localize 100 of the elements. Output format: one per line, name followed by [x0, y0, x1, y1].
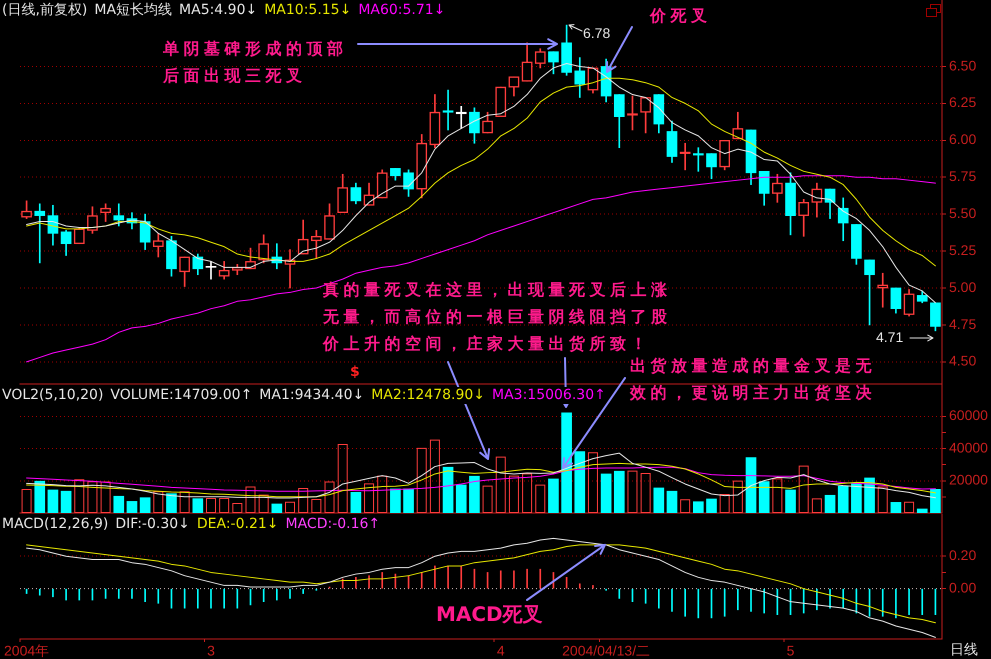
x-tick-label: 5 — [786, 642, 795, 658]
bar — [324, 482, 335, 513]
x-tick-label: 2004年 — [4, 642, 50, 658]
chart-subtitle: VOLUME:14709.00↑ — [110, 387, 252, 404]
text: MA60:5.71↓ — [358, 2, 446, 19]
bar — [456, 484, 467, 513]
annotation: 4.71 — [876, 329, 904, 345]
text: DEA:-0.21↓ — [196, 516, 279, 533]
bar — [706, 498, 717, 513]
bar — [350, 492, 362, 513]
bar — [430, 440, 440, 513]
bar — [100, 482, 111, 513]
bar — [851, 484, 862, 513]
annotation: 真的量死叉在这里，出现量死叉后上涨无量，而高位的一根巨量阴线阻挡了股价上升的空间，庄家大量出货所致！ — [323, 279, 672, 355]
bar — [890, 502, 902, 513]
bar — [838, 486, 849, 513]
bar — [864, 478, 875, 513]
y-tick-label: 6.25 — [949, 94, 976, 110]
bar — [206, 498, 216, 513]
bar — [482, 486, 493, 513]
bar — [140, 497, 150, 513]
bar — [48, 490, 58, 513]
bar — [640, 473, 651, 513]
bar — [600, 474, 612, 513]
y-tick-label: 5.25 — [949, 242, 976, 258]
text: MA2:12478.90↓ — [371, 387, 486, 404]
x-tick-label: 4 — [496, 642, 505, 658]
y-tick-label: 0.20 — [949, 547, 976, 564]
bar — [666, 490, 678, 513]
bar — [34, 480, 46, 513]
bar — [916, 508, 928, 513]
y-tick-label: 5.00 — [949, 278, 976, 295]
y-tick-label: 20000 — [949, 472, 988, 488]
y-tick-label: 5.75 — [949, 168, 976, 184]
y-tick-label: 5.50 — [949, 205, 976, 222]
bar — [588, 452, 598, 513]
annotation: 6.78 — [583, 25, 610, 41]
bar — [285, 502, 296, 513]
bar — [812, 498, 822, 513]
candlestick — [442, 90, 454, 130]
y-tick-label: 6.50 — [949, 57, 976, 74]
bar — [87, 481, 98, 513]
y-tick-label: 4.50 — [949, 352, 976, 369]
chart-subtitle: MACD:-0.16↑ — [286, 516, 380, 533]
annotation: $ — [350, 364, 360, 380]
bar — [113, 496, 124, 513]
bar — [390, 488, 401, 513]
bar — [561, 412, 572, 513]
bar — [298, 488, 308, 513]
chart-title: MACD(12,26,9) — [2, 516, 108, 533]
bar — [680, 499, 690, 513]
chart-title: VOL2(5,10,20) — [2, 387, 104, 404]
bar — [166, 493, 177, 513]
text: MA1:9434.40↓ — [259, 387, 364, 404]
bar — [627, 470, 638, 513]
legend-title: MA短长均线 — [94, 2, 172, 19]
y-tick-label: 40000 — [949, 439, 988, 456]
bar — [653, 488, 664, 513]
bar — [246, 486, 256, 513]
bar — [758, 481, 770, 513]
bar — [442, 466, 454, 513]
bar — [272, 504, 282, 513]
bar — [614, 470, 625, 513]
bar — [364, 483, 374, 513]
bar — [469, 476, 480, 513]
bar — [60, 490, 72, 513]
bar — [377, 476, 388, 513]
annotation: 价死叉 — [650, 5, 712, 27]
y-tick-label: 0.00 — [949, 580, 976, 596]
bar — [153, 491, 164, 513]
candlestick — [627, 96, 638, 130]
x-tick-label: 3 — [207, 642, 216, 658]
bar — [930, 488, 941, 513]
text: 日线 — [950, 641, 978, 657]
y-tick-label: 60000 — [949, 407, 988, 424]
y-tick-label: 6.00 — [949, 131, 976, 148]
bar — [258, 494, 269, 513]
bar — [732, 480, 743, 513]
bar — [535, 484, 546, 513]
bar — [693, 501, 704, 513]
text: MA10:5.15↓ — [264, 2, 352, 19]
bar — [338, 444, 348, 513]
x-tick-label: 2004/04/13/二 — [562, 642, 650, 658]
text: MA3:15006.30↑ — [492, 387, 606, 404]
bar — [548, 478, 559, 513]
bar — [824, 494, 836, 513]
bar — [522, 473, 532, 513]
bar — [219, 498, 230, 513]
bar — [416, 448, 427, 513]
bar — [878, 486, 888, 513]
bar — [746, 457, 756, 513]
bar — [192, 498, 204, 513]
bar — [232, 503, 242, 513]
bar — [720, 494, 730, 513]
bar — [126, 501, 138, 513]
bar — [508, 476, 519, 513]
chart-title: (日线,前复权) — [2, 2, 88, 19]
bar — [785, 490, 796, 513]
bar — [574, 451, 586, 513]
bar — [496, 456, 506, 513]
